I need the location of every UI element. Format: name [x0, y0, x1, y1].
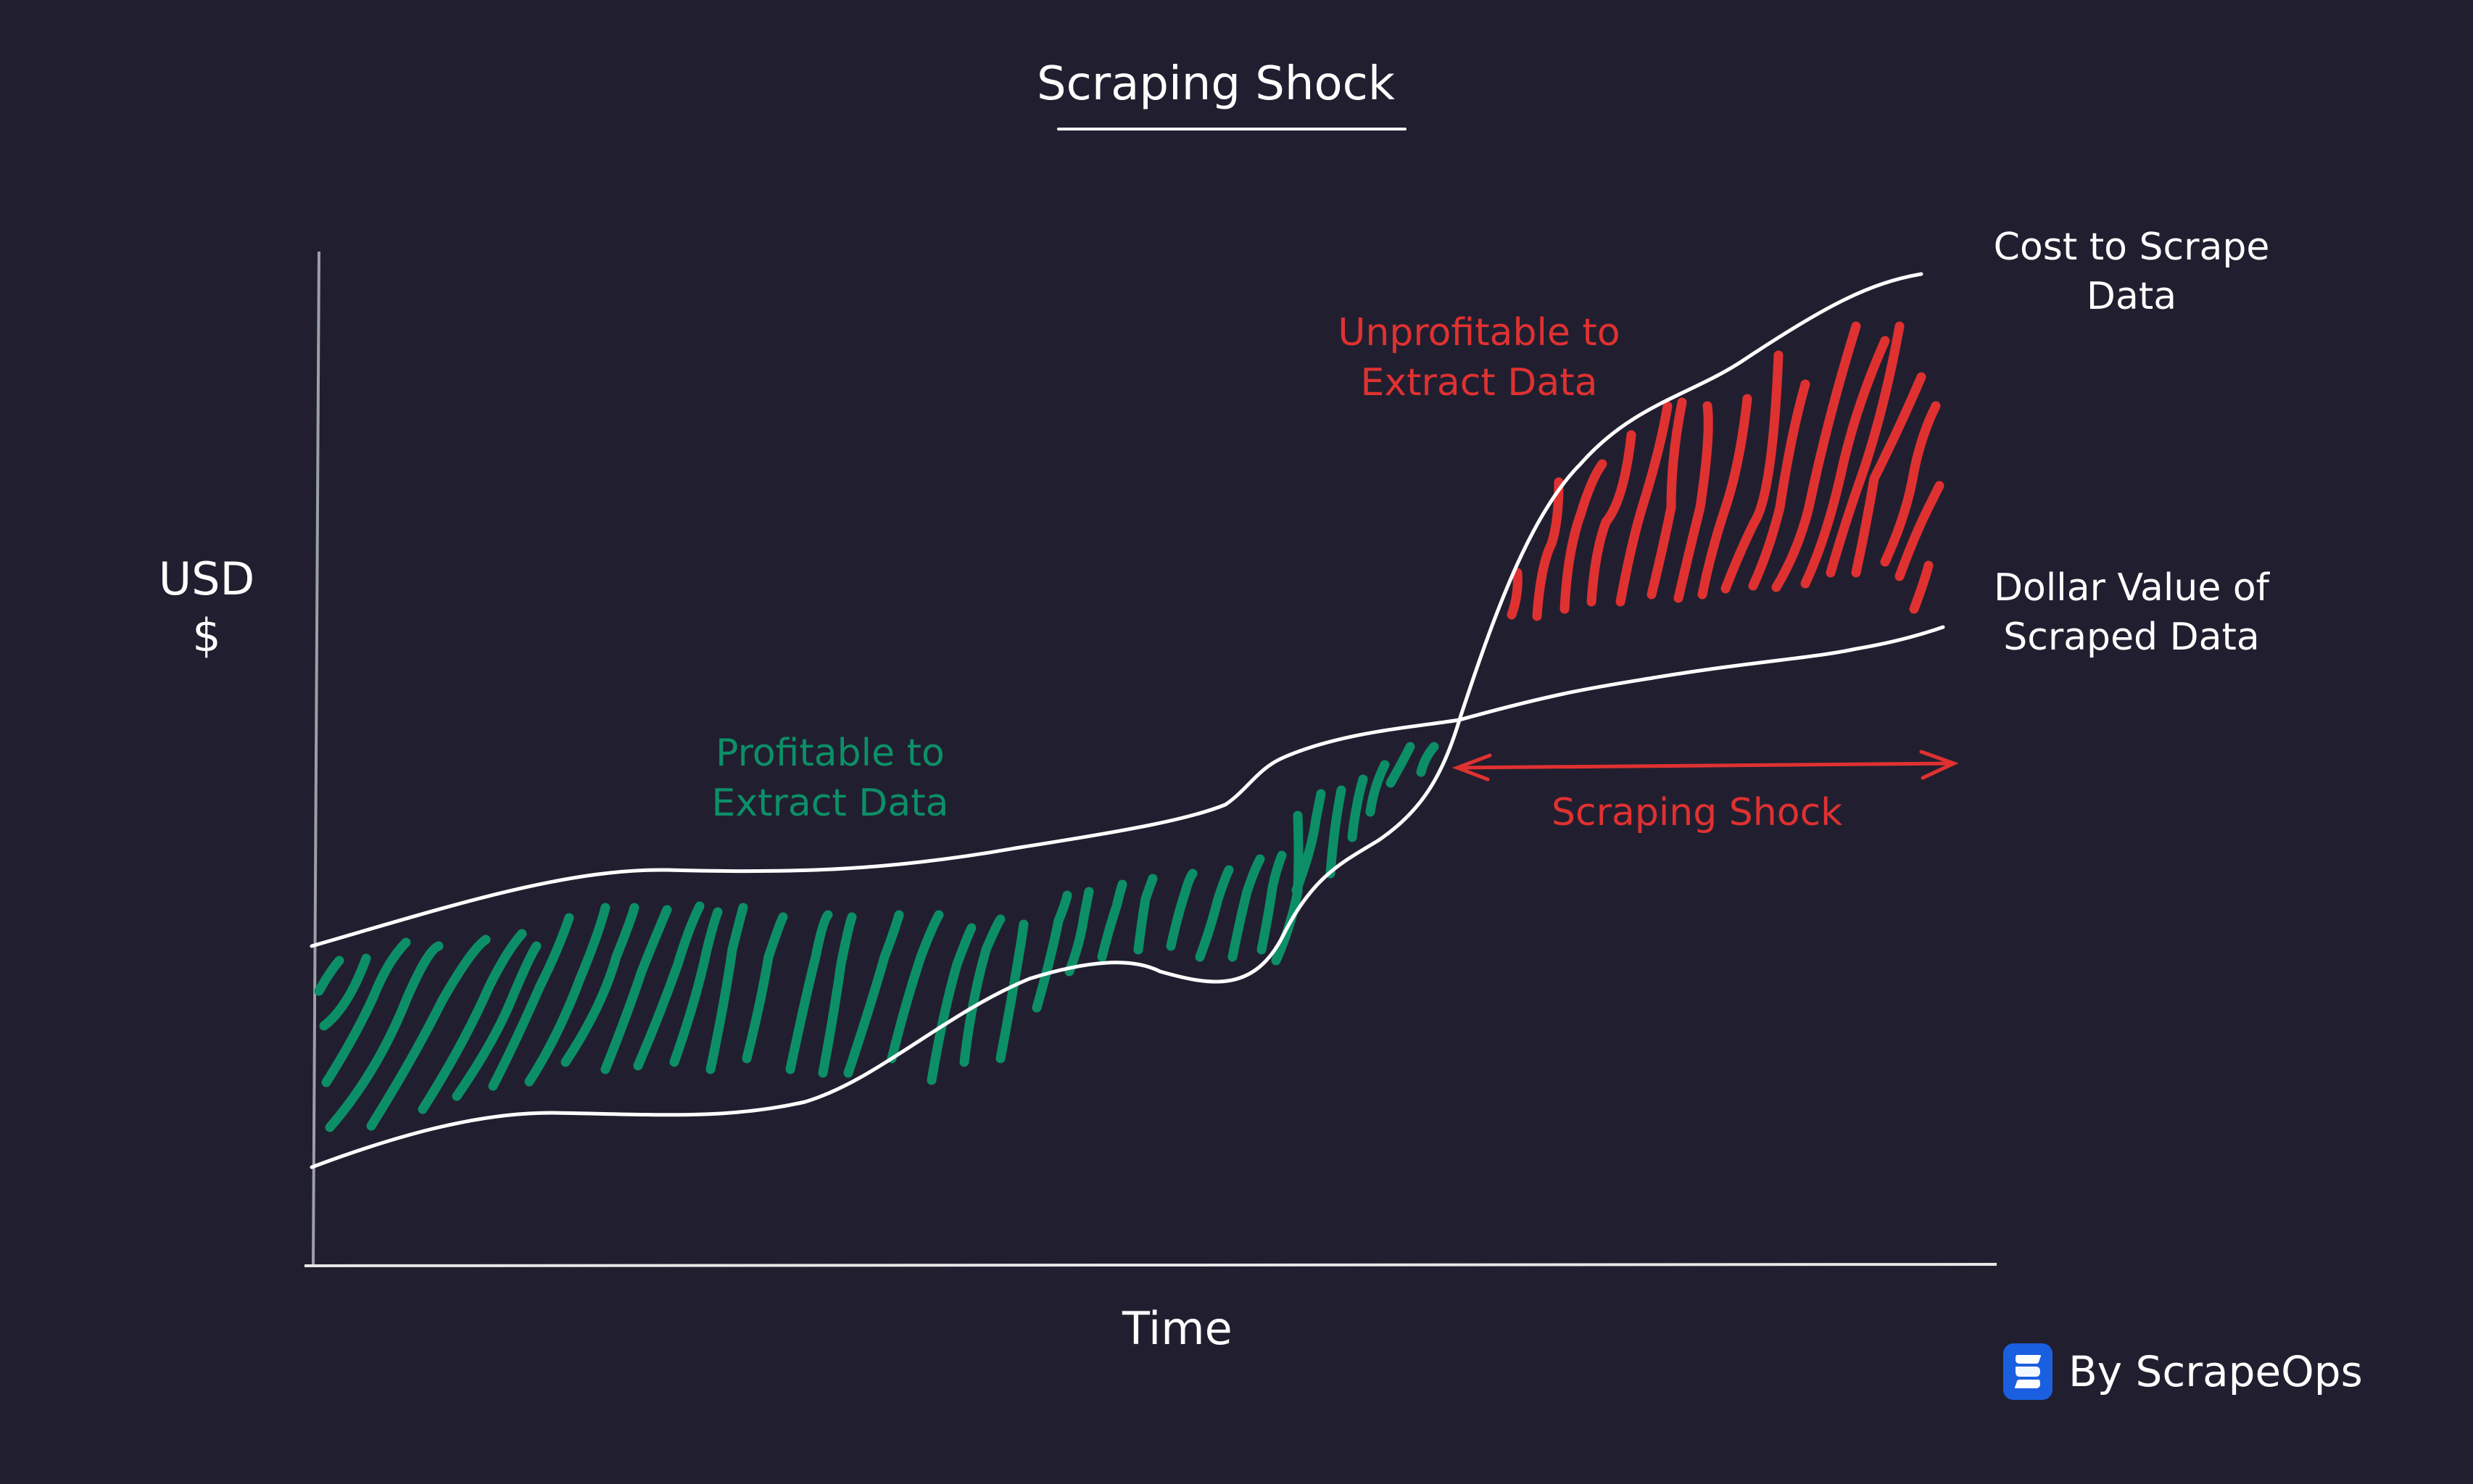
title-underline: [1057, 128, 1407, 130]
branding-text: By ScrapeOps: [2068, 1347, 2363, 1396]
x-axis-label: Time: [1122, 1302, 1233, 1355]
scrapeops-logo-icon: [2003, 1343, 2052, 1400]
scraping-shock-annotation: Scraping Shock: [1552, 791, 1843, 834]
cost-series-label: Cost to Scrape Data: [1993, 225, 2270, 318]
scraping-shock-arrow: [1451, 750, 1959, 782]
value-curve: [310, 625, 1945, 948]
y-axis-label-unit: USD: [158, 552, 255, 605]
page-title: Scraping Shock: [1037, 57, 1395, 111]
x-axis: [304, 1263, 1997, 1267]
value-series-label: Dollar Value of Scraped Data: [1994, 566, 2269, 659]
y-axis-label: USD $: [149, 551, 265, 663]
y-axis-label-symbol: $: [192, 608, 221, 662]
unprofitable-hatching: [1507, 321, 1944, 621]
y-axis: [312, 251, 320, 1266]
cost-curve: [310, 272, 1923, 1169]
profitable-annotation: Profitable to Extract Data: [711, 731, 949, 825]
unprofitable-annotation: Unprofitable to Extract Data: [1338, 311, 1620, 405]
profitable-hatching: [314, 742, 1439, 1132]
branding: By ScrapeOps: [2003, 1343, 2363, 1400]
